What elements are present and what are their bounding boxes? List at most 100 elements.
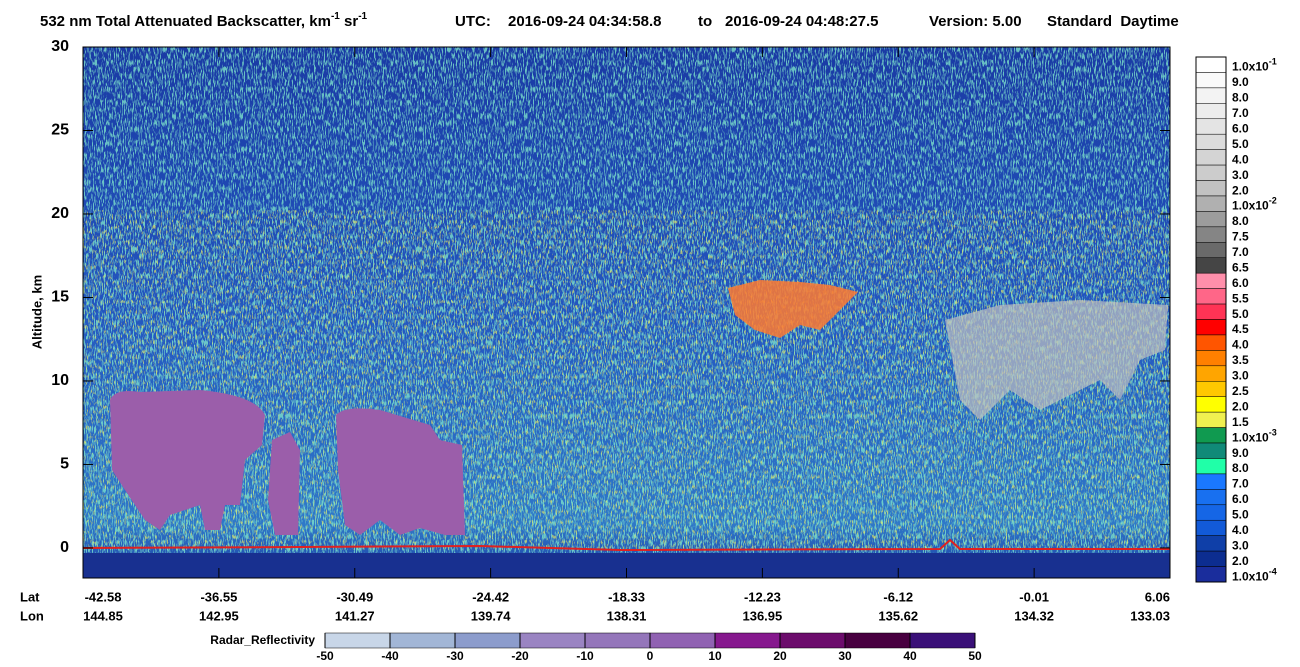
lon-tick-label: 134.32 xyxy=(1014,608,1054,623)
radar-tick-label: 40 xyxy=(903,649,917,663)
colorbar-swatch xyxy=(1195,211,1227,228)
colorbar-frame xyxy=(1195,56,1227,583)
radar-colorbar-swatch xyxy=(519,632,586,649)
colorbar-label: 7.5 xyxy=(1232,230,1249,244)
colorbar-label: 8.0 xyxy=(1232,461,1249,475)
radar-tick-label: 10 xyxy=(708,649,722,663)
colorbar-label-text: 5.0 xyxy=(1232,508,1249,522)
lat-tick-label: -0.01 xyxy=(1019,589,1049,604)
colorbar-label-text: 4.0 xyxy=(1232,523,1249,537)
colorbar-label: 4.0 xyxy=(1232,523,1249,537)
colorbar-label-text: 7.0 xyxy=(1232,477,1249,491)
colorbar-label: 3.0 xyxy=(1232,369,1249,383)
colorbar-label: 5.5 xyxy=(1232,292,1249,306)
title-superscript: -1 xyxy=(358,11,367,22)
colorbar-swatch xyxy=(1195,473,1227,490)
colorbar-swatch xyxy=(1195,118,1227,135)
colorbar-label-text: 6.0 xyxy=(1232,122,1249,136)
lon-tick-label: 136.95 xyxy=(742,608,782,623)
colorbar-swatch xyxy=(1195,442,1227,459)
colorbar-swatch xyxy=(1195,242,1227,258)
lon-tick-label: 141.27 xyxy=(335,608,375,623)
colorbar-label: 6.0 xyxy=(1232,276,1249,290)
colorbar-label-text: 5.0 xyxy=(1232,307,1249,321)
colorbar-swatch xyxy=(1195,334,1227,351)
title-text: 532 nm Total Attenuated Backscatter, km xyxy=(40,13,331,30)
colorbar-label-text: 8.0 xyxy=(1232,214,1249,228)
colorbar-swatch xyxy=(1195,164,1227,181)
colorbar-swatch xyxy=(1195,535,1227,552)
chart-title: 532 nm Total Attenuated Backscatter, km-… xyxy=(40,11,368,30)
colorbar-swatch xyxy=(1195,257,1227,274)
lat-tick-label: -30.49 xyxy=(336,589,373,604)
title-text: sr xyxy=(340,13,359,30)
title-superscript: -1 xyxy=(331,11,340,22)
lat-tick-label: -24.42 xyxy=(472,589,509,604)
lon-tick-label: 135.62 xyxy=(878,608,918,623)
backscatter-image xyxy=(82,47,1170,578)
colorbar-swatch xyxy=(1195,149,1227,166)
colorbar-label-text: 2.0 xyxy=(1232,400,1249,414)
lon-tick-label: 144.85 xyxy=(83,608,123,623)
colorbar-swatch xyxy=(1195,411,1227,428)
title-end-time: 2016-09-24 04:48:27.5 xyxy=(725,13,878,30)
colorbar-label-exponent: -3 xyxy=(1269,428,1277,438)
colorbar-swatch xyxy=(1195,427,1227,444)
colorbar-swatch xyxy=(1195,504,1227,521)
radar-tick-label: -40 xyxy=(381,649,399,663)
colorbar-label: 4.5 xyxy=(1232,322,1249,336)
colorbar-label: 3.0 xyxy=(1232,539,1249,553)
colorbar-label: 7.0 xyxy=(1232,477,1249,491)
colorbar-label-text: 2.0 xyxy=(1232,183,1249,197)
colorbar-label: 9.0 xyxy=(1232,75,1249,89)
colorbar-label-text: 1.0x10 xyxy=(1232,60,1269,74)
title-mode: Standard Daytime xyxy=(1047,13,1179,30)
colorbar-swatch xyxy=(1195,56,1227,73)
colorbar-swatch xyxy=(1195,519,1227,536)
y-tick-label: 30 xyxy=(51,38,69,55)
colorbar-swatch xyxy=(1195,396,1227,413)
colorbar-label-text: 2.0 xyxy=(1232,554,1249,568)
lon-tick-label: 138.31 xyxy=(607,608,647,623)
colorbar-label-text: 1.0x10 xyxy=(1232,199,1269,213)
colorbar-label: 2.5 xyxy=(1232,384,1249,398)
radar-tick-label: 50 xyxy=(968,649,982,663)
colorbar-swatch xyxy=(1195,365,1227,382)
colorbar-label: 5.0 xyxy=(1232,508,1249,522)
colorbar-swatch xyxy=(1195,103,1227,120)
colorbar-swatch xyxy=(1195,566,1227,583)
lon-tick-label: 139.74 xyxy=(471,608,512,623)
radar-colorbar-swatch xyxy=(584,632,651,649)
lon-label: Lon xyxy=(20,608,44,623)
colorbar-label: 8.0 xyxy=(1232,214,1249,228)
title-start-time: 2016-09-24 04:34:58.8 xyxy=(508,13,661,30)
colorbar-label-exponent: -2 xyxy=(1269,196,1277,206)
radar-colorbar-swatch xyxy=(779,632,846,649)
colorbar-label: 4.0 xyxy=(1232,153,1249,167)
lat-label: Lat xyxy=(20,589,40,604)
radar-tick-label: -50 xyxy=(316,649,334,663)
colorbar-label-text: 9.0 xyxy=(1232,446,1249,460)
radar-tick-label: -20 xyxy=(511,649,529,663)
colorbar-label: 6.5 xyxy=(1232,261,1249,275)
colorbar-label: 7.0 xyxy=(1232,245,1249,259)
lat-tick-label: -6.12 xyxy=(883,589,913,604)
colorbar-swatch xyxy=(1195,133,1227,150)
colorbar-label-text: 6.0 xyxy=(1232,492,1249,506)
colorbar-swatch xyxy=(1195,303,1227,320)
colorbar-label-text: 5.0 xyxy=(1232,137,1249,151)
colorbar-label-text: 3.0 xyxy=(1232,369,1249,383)
colorbar-label-text: 7.5 xyxy=(1232,230,1249,244)
colorbar-label-text: 4.5 xyxy=(1232,322,1249,336)
colorbar-swatch xyxy=(1195,226,1227,243)
colorbar-label: 5.0 xyxy=(1232,307,1249,321)
y-tick-label: 25 xyxy=(51,122,69,139)
colorbar-label-text: 7.0 xyxy=(1232,245,1249,259)
colorbar-label: 4.0 xyxy=(1232,338,1249,352)
radar-colorbar-swatch xyxy=(844,632,911,649)
colorbar-swatch xyxy=(1195,319,1227,336)
colorbar-swatch xyxy=(1195,458,1227,475)
colorbar-swatch xyxy=(1195,87,1227,104)
